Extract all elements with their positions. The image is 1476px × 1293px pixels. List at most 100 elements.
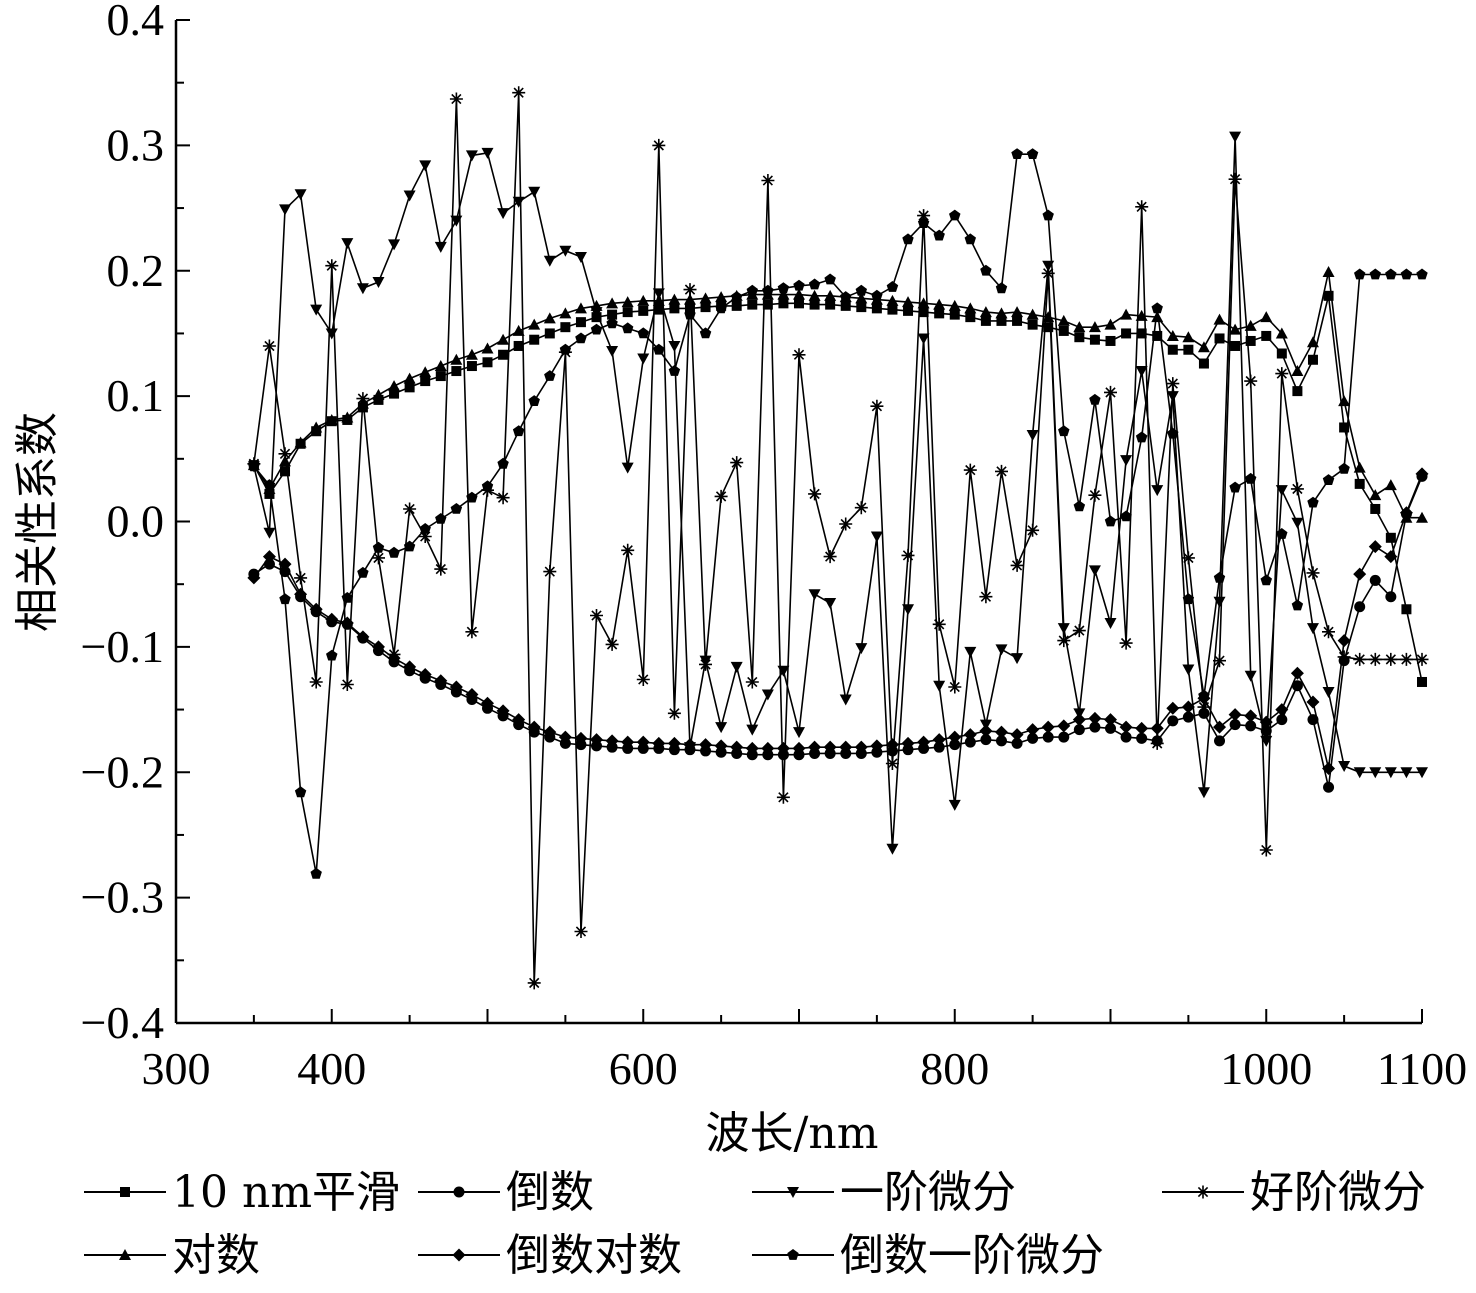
data-point (1011, 653, 1024, 665)
data-point (1043, 322, 1054, 333)
data-point (465, 150, 478, 162)
data-point (1011, 306, 1024, 318)
data-point (1260, 311, 1273, 323)
series-line (253, 136, 1422, 849)
data-point (418, 530, 432, 543)
data-point (1089, 393, 1101, 405)
data-point (885, 757, 899, 770)
data-point (574, 731, 588, 745)
data-point (995, 735, 1007, 747)
data-point (1370, 503, 1381, 514)
data-point (1072, 713, 1086, 727)
data-point (964, 736, 976, 748)
data-point (606, 317, 618, 329)
data-point (605, 637, 619, 651)
data-point (1229, 323, 1242, 335)
data-point (465, 348, 478, 360)
data-point (1369, 767, 1382, 779)
data-point (528, 186, 541, 198)
y-tick-label: 0.3 (107, 119, 165, 170)
data-point (1416, 767, 1428, 779)
data-point (652, 288, 665, 300)
y-tick-label: −0.1 (81, 621, 164, 672)
data-point (1416, 511, 1428, 523)
y-tick-label: −0.3 (81, 872, 164, 923)
data-point (1151, 485, 1164, 497)
data-point (528, 318, 541, 330)
data-point (451, 366, 462, 377)
data-point (1229, 131, 1242, 143)
data-point (278, 447, 292, 461)
plot-area (247, 86, 1429, 990)
data-point (1354, 478, 1365, 489)
data-point (792, 741, 806, 755)
data-point (652, 294, 665, 306)
legend-item: 倒数一阶微分 (752, 1230, 1104, 1281)
data-point (840, 300, 851, 311)
data-point (452, 1248, 466, 1262)
series-line (253, 92, 1422, 983)
data-point (340, 616, 354, 630)
data-point (855, 643, 868, 655)
data-point (574, 251, 587, 263)
data-point (372, 551, 385, 565)
data-point (777, 288, 790, 300)
data-point (434, 674, 448, 688)
data-point (1415, 467, 1429, 481)
data-point (1338, 395, 1351, 407)
data-point (1074, 332, 1085, 343)
data-point (979, 590, 993, 604)
data-point (1399, 652, 1413, 666)
x-tick-label: 1000 (1220, 1043, 1312, 1094)
y-tick-label: −0.4 (81, 997, 164, 1048)
data-point (1244, 319, 1257, 331)
data-point (309, 675, 323, 689)
data-point (1369, 489, 1382, 501)
data-point (1027, 319, 1038, 330)
data-point (1290, 666, 1304, 680)
data-point (1135, 200, 1149, 214)
data-point (1275, 327, 1288, 339)
data-point (512, 425, 525, 437)
data-point (453, 1186, 465, 1198)
data-point (1010, 728, 1024, 742)
legend-label: 倒数一阶微分 (840, 1230, 1104, 1281)
data-point (839, 740, 853, 754)
data-point (949, 739, 961, 751)
data-point (1181, 700, 1195, 714)
data-point (1151, 302, 1163, 314)
data-point (403, 372, 416, 384)
data-point (607, 309, 618, 320)
data-point (420, 376, 431, 387)
x-tick-label: 400 (297, 1043, 366, 1094)
data-point (512, 86, 526, 100)
data-point (279, 593, 291, 605)
data-point (1119, 720, 1133, 734)
data-point (1104, 515, 1117, 527)
data-point (1026, 723, 1040, 737)
data-point (356, 630, 370, 644)
data-point (870, 399, 884, 413)
series-2 (248, 470, 1428, 793)
data-point (917, 217, 930, 228)
legend-label: 对数 (172, 1230, 260, 1281)
data-point (808, 278, 821, 290)
data-point (481, 480, 494, 492)
data-point (917, 297, 930, 309)
data-point (1167, 427, 1179, 439)
data-point (340, 678, 354, 691)
data-point (372, 277, 385, 289)
data-point (1042, 209, 1054, 221)
data-point (590, 733, 604, 747)
data-point (325, 328, 338, 340)
data-point (1104, 713, 1117, 727)
data-point (1353, 461, 1366, 473)
data-point (1368, 540, 1382, 554)
series-7 (248, 148, 1428, 879)
data-point (714, 739, 728, 753)
data-point (855, 284, 867, 296)
x-tick-labels: 300 400 600 800 1000 1100 (142, 1043, 1468, 1094)
data-point (1196, 1185, 1210, 1199)
data-point (1307, 496, 1319, 508)
data-point (1368, 652, 1382, 666)
